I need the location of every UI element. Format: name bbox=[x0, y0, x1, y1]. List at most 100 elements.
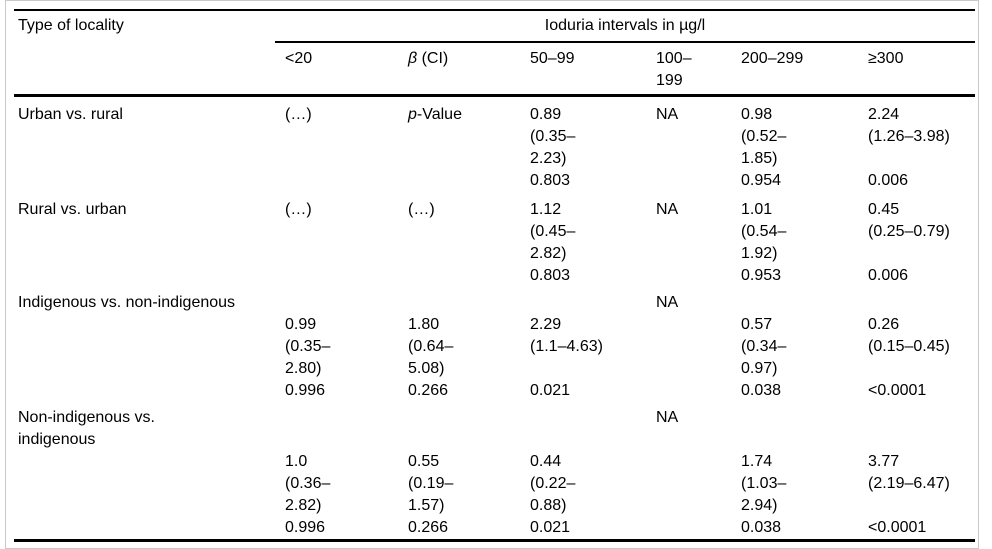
cell-line: (1.03– bbox=[741, 475, 787, 492]
cell-line: (0.52– bbox=[741, 128, 787, 145]
cell-line: 0.97) bbox=[741, 360, 778, 377]
cell-line: NA bbox=[656, 106, 679, 123]
cell-line: 2.82) bbox=[530, 245, 567, 262]
value-cell-r1-300-plus: 2.24 (1.26–3.98) 0.006 bbox=[868, 104, 975, 192]
cell-line bbox=[530, 429, 656, 451]
value-cell-r2-300-plus: 0.45 (0.25–0.79) 0.006 bbox=[868, 199, 975, 287]
cell-line: (…) bbox=[285, 106, 312, 123]
value-cell-r4-100-199: NA bbox=[656, 407, 741, 539]
column-header-50-99: 50–99 bbox=[530, 48, 656, 92]
cell-line: (0.22– bbox=[530, 475, 576, 492]
cell-line: 0.89 bbox=[530, 106, 562, 123]
cell-line: Non-indigenous vs. bbox=[18, 409, 155, 426]
cell-line: 200–299 bbox=[741, 50, 804, 67]
table-body: Urban vs. rural (…) p-Value 0.89 (0.35– 2.23)… bbox=[14, 97, 975, 539]
cell-line: 0.99 bbox=[285, 316, 317, 333]
value-cell-r3-50-99: 2.29 (1.1–4.63) 0.021 bbox=[530, 292, 656, 402]
value-cell-r4-50-99: 0.44 (0.22– 0.88) 0.021 bbox=[530, 407, 656, 539]
cell-line: ≥300 bbox=[868, 50, 904, 67]
cell-line bbox=[741, 407, 868, 429]
value-cell-r4-300-plus: 3.77 (2.19–6.47) <0.0001 bbox=[868, 407, 975, 539]
value-cell-r4-beta-ci: 0.55 (0.19– 1.57) 0.266 bbox=[408, 407, 530, 539]
column-header-100-199: 100– 199 bbox=[656, 48, 741, 92]
cell-line: (1.26–3.98) bbox=[868, 128, 950, 145]
cell-line: 0.996 bbox=[285, 382, 326, 399]
cell-line: <0.0001 bbox=[868, 382, 927, 399]
value-cell-r1-under-20: (…) bbox=[285, 104, 408, 192]
cell-line: 0.57 bbox=[741, 316, 773, 333]
cell-line: β (CI) bbox=[408, 50, 449, 67]
column-header-spacer bbox=[14, 48, 285, 92]
table-header-span-row: Type of locality Ioduria intervals in µg… bbox=[14, 11, 975, 43]
cell-line bbox=[868, 148, 975, 170]
cell-line: NA bbox=[656, 201, 679, 218]
cell-line bbox=[741, 292, 868, 314]
cell-line: indigenous bbox=[18, 431, 96, 448]
cell-line: Rural vs. urban bbox=[18, 201, 127, 218]
cell-line: (0.35– bbox=[530, 128, 576, 145]
cell-line bbox=[868, 292, 975, 314]
cell-line bbox=[408, 429, 530, 451]
cell-line: 100– bbox=[656, 50, 692, 67]
cell-line: 0.803 bbox=[530, 267, 571, 284]
cell-line: 0.45 bbox=[868, 201, 900, 218]
column-header-200-299: 200–299 bbox=[741, 48, 868, 92]
row-label: Indigenous vs. non-indigenous bbox=[14, 292, 285, 402]
value-cell-r1-100-199: NA bbox=[656, 104, 741, 192]
value-cell-r2-100-199: NA bbox=[656, 199, 741, 287]
cell-line: 2.29 bbox=[530, 316, 562, 333]
table-row: Rural vs. urban (…) (…) 1.12 (0.45– 2.82) 0.80… bbox=[14, 192, 975, 287]
cell-line: 1.0 bbox=[285, 453, 308, 470]
cell-line: 1.85) bbox=[741, 150, 778, 167]
cell-line bbox=[285, 407, 408, 429]
value-cell-r2-200-299: 1.01 (0.54– 1.92) 0.953 bbox=[741, 199, 868, 287]
column-header-beta-ci: β (CI) bbox=[408, 48, 530, 92]
cell-line bbox=[868, 495, 975, 517]
cell-line: 0.44 bbox=[530, 453, 562, 470]
cell-line: 0.266 bbox=[408, 382, 449, 399]
cell-line bbox=[868, 358, 975, 380]
span-header-ioduria-intervals: Ioduria intervals in µg/l bbox=[275, 11, 975, 43]
column-header-row: <20 β (CI) 50–99 100– 199 200–299 ≥300 bbox=[14, 43, 975, 94]
cell-line: p-Value bbox=[408, 106, 462, 123]
table-row: Non-indigenous vs. indigenous 1.0 (0.36– 2.… bbox=[14, 402, 975, 539]
value-cell-r3-100-199: NA bbox=[656, 292, 741, 402]
cell-line: 1.92) bbox=[741, 245, 778, 262]
cell-line bbox=[868, 243, 975, 265]
cell-line: 0.021 bbox=[530, 519, 571, 536]
cell-line: (0.45– bbox=[530, 223, 576, 240]
cell-line: 0.996 bbox=[285, 519, 326, 536]
cell-line: 0.006 bbox=[868, 172, 909, 189]
cell-line: Indigenous vs. non-indigenous bbox=[18, 294, 236, 311]
value-cell-r2-50-99: 1.12 (0.45– 2.82) 0.803 bbox=[530, 199, 656, 287]
value-cell-r2-under-20: (…) bbox=[285, 199, 408, 287]
cell-line bbox=[530, 292, 656, 314]
cell-line: 1.57) bbox=[408, 497, 445, 514]
value-cell-r4-under-20: 1.0 (0.36– 2.82) 0.996 bbox=[285, 407, 408, 539]
value-cell-r3-300-plus: 0.26 (0.15–0.45) <0.0001 bbox=[868, 292, 975, 402]
cell-line: 0.55 bbox=[408, 453, 440, 470]
header-divider-rule bbox=[14, 94, 975, 97]
cell-line bbox=[868, 429, 975, 451]
column-header-300-plus: ≥300 bbox=[868, 48, 975, 92]
cell-line: (0.36– bbox=[285, 475, 331, 492]
cell-line bbox=[285, 429, 408, 451]
cell-line: (0.25–0.79) bbox=[868, 223, 950, 240]
cell-line: (0.34– bbox=[741, 338, 787, 355]
cell-line: 0.26 bbox=[868, 316, 900, 333]
cell-line: 1.80 bbox=[408, 316, 440, 333]
cell-line: 2.23) bbox=[530, 150, 567, 167]
table-row: Urban vs. rural (…) p-Value 0.89 (0.35– 2.23)… bbox=[14, 97, 975, 192]
cell-line: 2.82) bbox=[285, 497, 322, 514]
cell-line: (0.35– bbox=[285, 338, 331, 355]
cell-line: 0.954 bbox=[741, 172, 782, 189]
cell-line: (0.15–0.45) bbox=[868, 338, 950, 355]
cell-line: (0.19– bbox=[408, 475, 454, 492]
corner-header-type-of-locality: Type of locality bbox=[18, 17, 124, 34]
value-cell-r3-beta-ci: 1.80 (0.64– 5.08) 0.266 bbox=[408, 292, 530, 402]
cell-line: (2.19–6.47) bbox=[868, 475, 950, 492]
value-cell-r1-200-299: 0.98 (0.52– 1.85) 0.954 bbox=[741, 104, 868, 192]
page-frame: Type of locality Ioduria intervals in µg… bbox=[5, 0, 979, 549]
cell-line: 0.803 bbox=[530, 172, 571, 189]
cell-line bbox=[530, 358, 656, 380]
